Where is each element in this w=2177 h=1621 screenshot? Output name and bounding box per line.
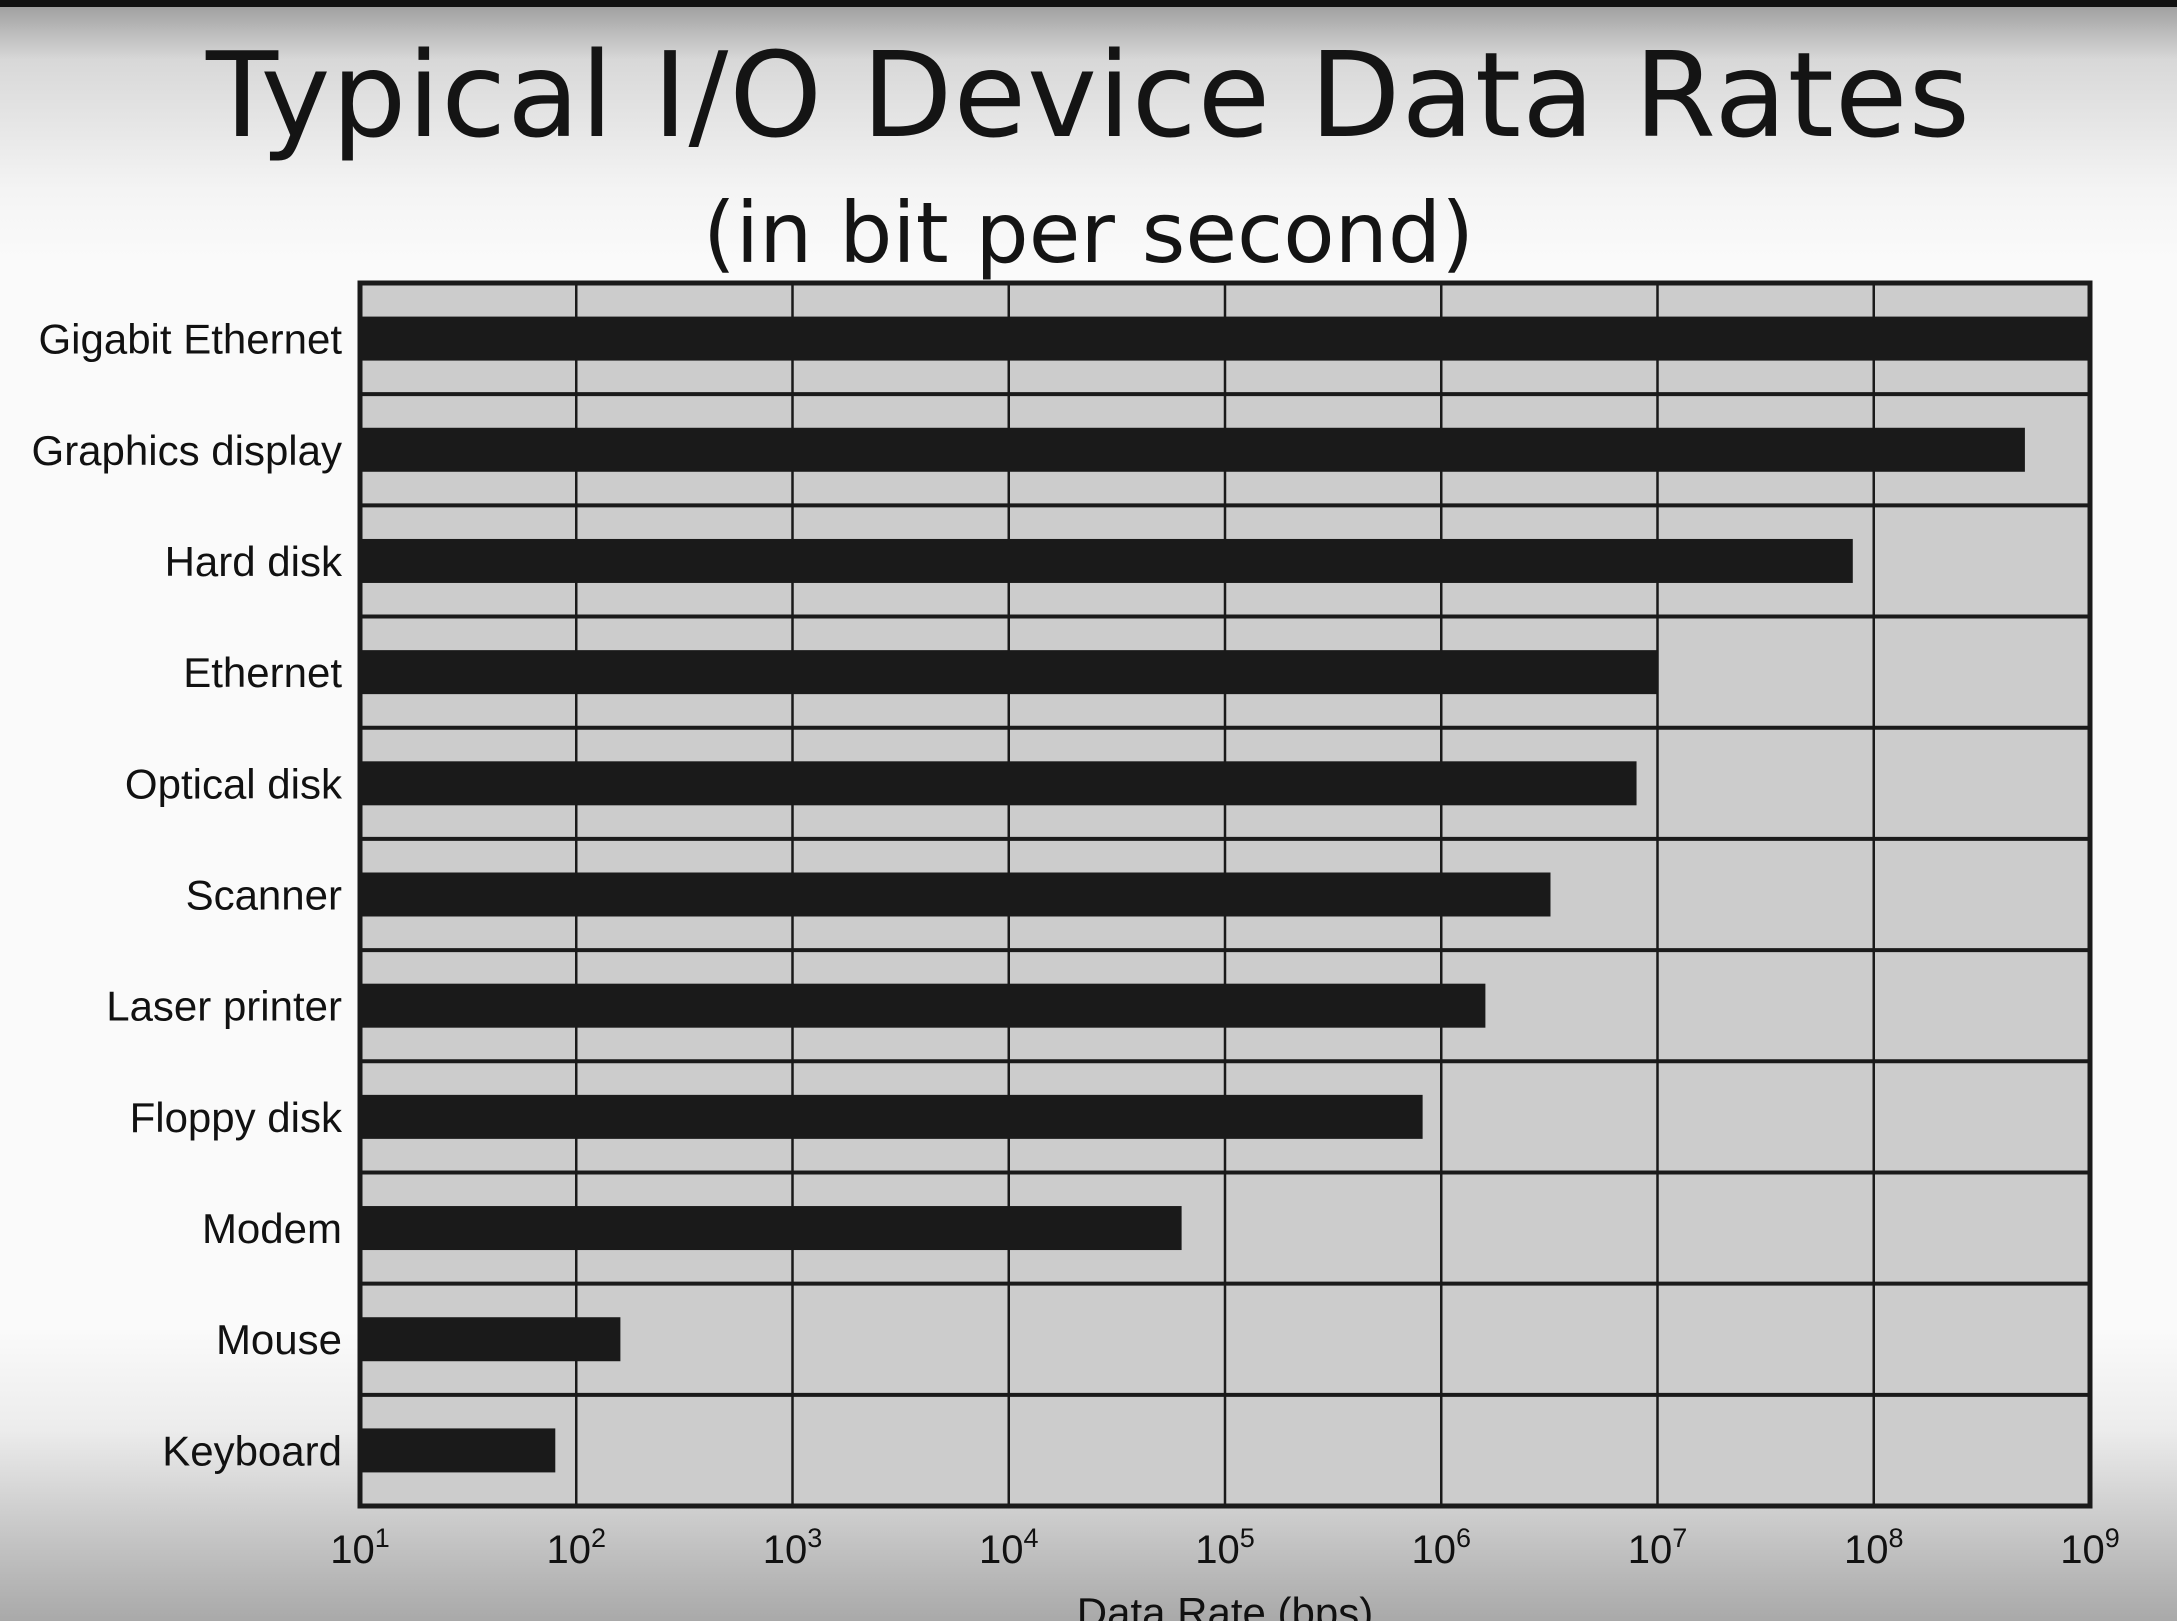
bar-hard-disk	[360, 538, 1853, 583]
bar-ethernet	[360, 650, 1658, 695]
bar-floppy-disk	[360, 1094, 1423, 1139]
category-label: Scanner	[186, 872, 342, 919]
bar-laser-printer	[360, 983, 1486, 1028]
bar-keyboard	[360, 1428, 556, 1473]
bar-series	[360, 316, 2090, 1473]
category-label: Laser printer	[106, 983, 342, 1030]
bar-scanner	[360, 872, 1551, 917]
bar-modem	[360, 1206, 1182, 1251]
x-tick-label: 108	[1844, 1523, 1904, 1572]
slide-title: Typical I/O Device Data Rates	[205, 26, 1971, 164]
x-tick-labels: 101 102 103 104 105 106 107 108 109	[330, 1523, 2120, 1572]
category-label: Keyboard	[162, 1427, 342, 1474]
x-tick-label: 109	[2060, 1523, 2120, 1572]
category-label: Hard disk	[165, 538, 343, 585]
slide-subtitle: (in bit per second)	[703, 184, 1474, 282]
category-labels: Gigabit Ethernet Graphics display Hard dis…	[32, 316, 343, 1475]
x-tick-label: 106	[1411, 1523, 1471, 1572]
category-label: Floppy disk	[130, 1094, 343, 1141]
x-tick-label: 104	[979, 1523, 1039, 1572]
bar-gigabit-ethernet	[360, 316, 2090, 361]
x-tick-label: 102	[546, 1523, 606, 1572]
category-label: Optical disk	[125, 760, 343, 807]
category-label: Modem	[202, 1205, 342, 1252]
category-label: Gigabit Ethernet	[38, 316, 342, 363]
x-tick-label: 103	[763, 1523, 823, 1572]
bar-optical-disk	[360, 761, 1637, 806]
category-label: Graphics display	[32, 427, 342, 474]
bar-graphics-display	[360, 427, 2025, 472]
x-tick-label: 105	[1195, 1523, 1255, 1572]
category-label: Ethernet	[183, 649, 342, 696]
category-label: Mouse	[216, 1316, 342, 1363]
plot-frame	[357, 280, 2093, 1509]
x-tick-label: 101	[330, 1523, 390, 1572]
x-axis-title: Data Rate (bps)	[1077, 1589, 1373, 1621]
bar-mouse	[360, 1317, 621, 1362]
x-tick-label: 107	[1628, 1523, 1688, 1572]
top-border-bar	[0, 0, 2177, 7]
